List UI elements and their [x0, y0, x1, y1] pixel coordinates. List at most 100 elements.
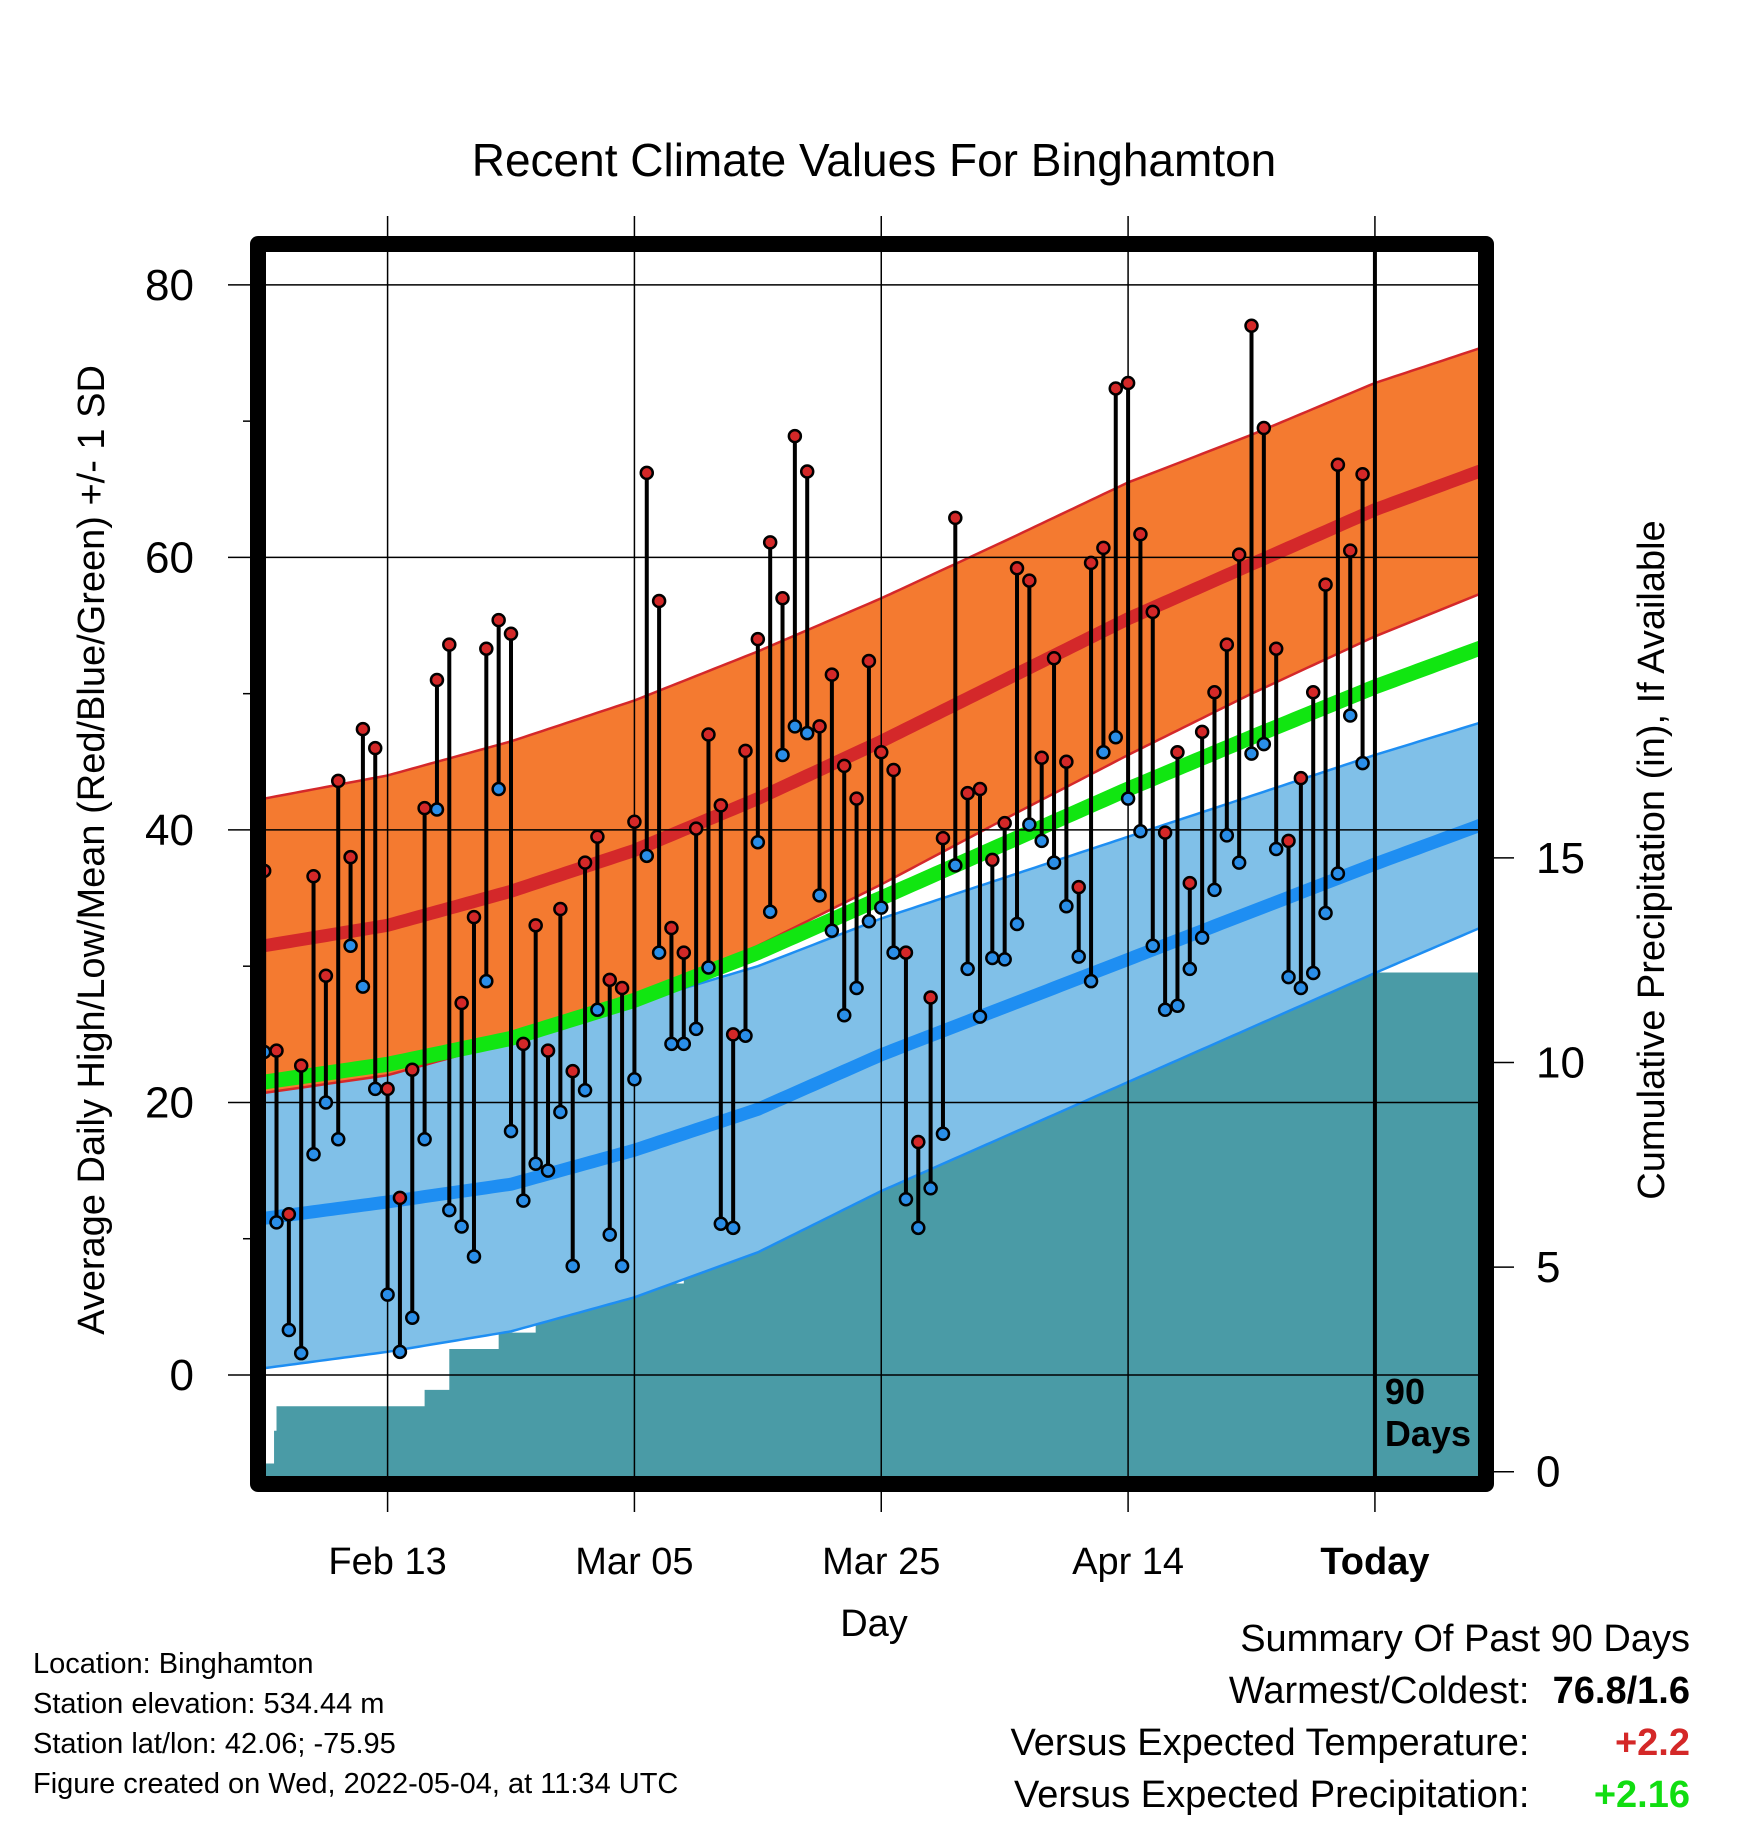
daily-high-point: [392, 1190, 408, 1206]
daily-low-point: [898, 1191, 914, 1207]
daily-low-point: [1194, 930, 1210, 945]
warm-cold-value: 76.8/1.6: [1552, 1670, 1690, 1712]
daily-low-point: [491, 781, 506, 797]
daily-high-point: [355, 721, 371, 737]
daily-high-point: [651, 593, 667, 609]
daily-high-point: [1133, 526, 1148, 542]
y-tick-label: 0: [170, 1351, 194, 1400]
daily-high-point: [1244, 318, 1259, 334]
daily-low-point: [330, 1132, 346, 1147]
normal-mean-line: [263, 638, 1489, 1090]
daily-high-point: [1157, 825, 1173, 840]
daily-low-point: [380, 1287, 395, 1302]
daily-high-point: [318, 968, 334, 983]
daily-high-point: [491, 612, 506, 628]
daily-low-point: [972, 1009, 988, 1024]
daily-low-point: [676, 1036, 692, 1052]
daily-low-point: [960, 961, 975, 977]
y-axis-label: Average Daily High/Low/Mean (Red/Blue/Gr…: [71, 365, 113, 1335]
daily-low-point: [1108, 730, 1123, 745]
daily-low-point: [1145, 938, 1161, 954]
daily-high-point: [380, 1081, 395, 1097]
daily-low-point: [429, 802, 445, 817]
precip-label: Versus Expected Precipitation:: [1014, 1774, 1530, 1816]
daily-low-point: [293, 1345, 309, 1361]
daily-low-point: [1342, 708, 1358, 723]
daily-high-point: [293, 1058, 309, 1073]
daily-high-point: [1355, 467, 1370, 482]
daily-high-point: [725, 1027, 741, 1042]
y-tick-label: 40: [145, 806, 194, 855]
daily-high-point: [664, 920, 679, 936]
daily-high-point: [923, 990, 938, 1005]
daily-low-point: [639, 848, 655, 864]
daily-low-point: [1182, 961, 1198, 977]
x-tick-label: Mar 05: [575, 1541, 693, 1583]
daily-high-point: [565, 1063, 580, 1079]
x-tick-label: Mar 25: [822, 1541, 940, 1583]
daily-low-point: [553, 1104, 568, 1120]
daily-low-point: [1355, 755, 1370, 771]
daily-low-point: [1009, 916, 1025, 932]
daily-high-point: [1071, 879, 1086, 895]
daily-low-point: [1318, 905, 1333, 921]
daily-low-point: [479, 973, 494, 989]
daily-high-point: [590, 829, 605, 844]
daily-low-point: [516, 1193, 531, 1208]
daily-high-point: [602, 972, 617, 988]
y2-axis-label: Cumulative Precipitation (in), If Availa…: [1631, 520, 1673, 1199]
daily-low-point: [1231, 855, 1247, 870]
temp-row: Versus Expected Temperature: +2.2: [1011, 1722, 1690, 1774]
daily-low-point: [269, 1215, 284, 1230]
daily-high-point: [750, 631, 766, 647]
daily-low-point: [849, 980, 864, 996]
daily-low-point: [923, 1181, 938, 1196]
normal-low-line: [263, 817, 1489, 1225]
precip-row: Versus Expected Precipitation: +2.16: [1011, 1774, 1690, 1826]
daily-low-point: [911, 1220, 926, 1236]
daily-low-point: [1281, 969, 1296, 985]
daily-low-point: [442, 1202, 457, 1218]
daily-high-point: [1281, 833, 1296, 849]
daily-low-point: [614, 1258, 630, 1274]
daily-high-point: [849, 791, 864, 806]
y-tick-label: 20: [145, 1078, 194, 1127]
daily-high-point: [713, 798, 729, 813]
daily-high-point: [997, 815, 1012, 831]
daily-high-point: [528, 918, 543, 933]
y-tick-label: 60: [145, 533, 194, 582]
x-tick-label: Feb 13: [328, 1541, 446, 1583]
y2-tick-label: 5: [1536, 1243, 1560, 1292]
daily-low-point: [1046, 855, 1062, 870]
daily-high-point: [1268, 641, 1284, 656]
daily-low-point: [1256, 736, 1272, 752]
daily-low-point: [1133, 824, 1148, 839]
daily-high-point: [343, 849, 358, 865]
daily-low-point: [454, 1219, 469, 1234]
daily-high-point: [886, 762, 901, 778]
daily-low-point: [664, 1036, 679, 1052]
daily-low-point: [1157, 1002, 1173, 1018]
daily-high-point: [442, 637, 457, 652]
x-tick-label: Today: [1320, 1541, 1429, 1583]
precipitation-area: [264, 972, 1486, 1484]
daily-high-point: [614, 980, 630, 996]
daily-high-point: [1022, 573, 1037, 588]
daily-low-point: [651, 945, 667, 960]
daily-low-point: [417, 1132, 432, 1147]
daily-low-point: [812, 888, 827, 903]
daily-low-point: [874, 900, 889, 915]
y-tick-label: 80: [145, 261, 194, 310]
daily-high-point: [1231, 547, 1247, 562]
daily-low-point: [738, 1028, 753, 1043]
daily-high-point: [775, 591, 790, 606]
daily-high-point: [540, 1043, 556, 1058]
daily-low-point: [602, 1227, 617, 1242]
daily-high-point: [1182, 875, 1198, 891]
daily-high-point: [577, 855, 593, 870]
daily-high-point: [281, 1206, 297, 1222]
daily-high-point: [836, 758, 852, 774]
daily-low-point: [750, 834, 766, 850]
daily-high-point: [874, 745, 889, 760]
